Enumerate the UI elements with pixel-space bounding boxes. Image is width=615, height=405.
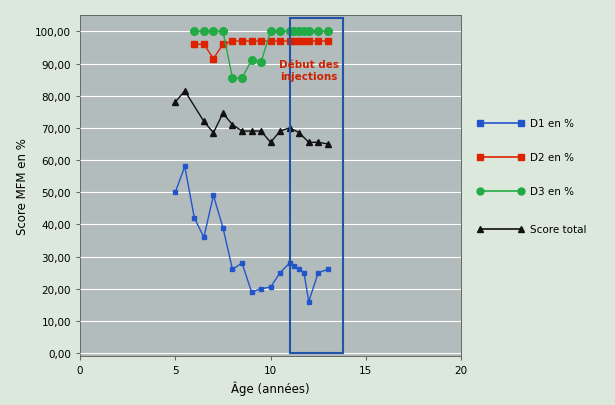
Text: Score total: Score total bbox=[530, 224, 587, 234]
Bar bbox=[290, 19, 343, 353]
Text: Début des
injections: Début des injections bbox=[279, 60, 339, 81]
Text: D1 en %: D1 en % bbox=[530, 119, 574, 129]
Y-axis label: Score MFM en %: Score MFM en % bbox=[17, 138, 30, 234]
Text: D3 en %: D3 en % bbox=[530, 187, 574, 197]
Text: D2 en %: D2 en % bbox=[530, 153, 574, 163]
X-axis label: Âge (années): Âge (années) bbox=[231, 381, 310, 395]
